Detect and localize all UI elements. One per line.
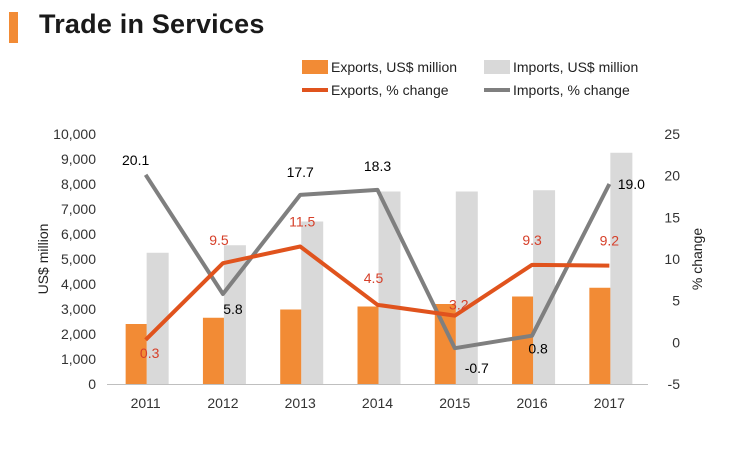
y-tick-label: 2,000: [61, 326, 96, 342]
x-tick-label: 2011: [131, 395, 161, 411]
page-title: Trade in Services: [39, 9, 265, 39]
y-tick-label: 4,000: [61, 276, 96, 292]
legend-label-0: Exports, US$ million: [331, 59, 457, 75]
y-axis-title: US$ million: [35, 224, 51, 295]
y-tick-label: 8,000: [61, 176, 96, 192]
y2-tick-label: -5: [668, 376, 681, 392]
imports-bar: [378, 191, 401, 384]
exports-bar: [202, 317, 224, 384]
imports-bar: [455, 191, 478, 384]
legend-label-2: Exports, % change: [331, 82, 449, 98]
imports-bar: [223, 245, 246, 384]
y-tick-label: 0: [88, 376, 96, 392]
y-tick-label: 3,000: [61, 301, 96, 317]
imports-bar: [610, 152, 633, 384]
y-tick-label: 6,000: [61, 226, 96, 242]
legend-label-1: Imports, US$ million: [513, 59, 638, 75]
exports-bar: [434, 304, 456, 384]
imports-bar: [146, 252, 169, 384]
exports-bar: [125, 324, 147, 384]
title-accent-bar: [9, 12, 18, 43]
y-tick-label: 9,000: [61, 151, 96, 167]
imports-change-label: 18.3: [364, 158, 391, 174]
x-tick-label: 2013: [285, 395, 316, 411]
legend-swatch-0: [302, 60, 328, 74]
exports-bar: [280, 309, 302, 384]
legend-swatch-1: [484, 60, 510, 74]
exports-change-label: 11.5: [289, 214, 315, 230]
x-tick-label: 2014: [362, 395, 393, 411]
y2-tick-label: 15: [664, 209, 680, 225]
x-tick-label: 2015: [439, 395, 470, 411]
imports-change-label: 5.8: [223, 301, 243, 317]
y2-tick-label: 10: [664, 251, 680, 267]
y-tick-label: 7,000: [61, 201, 96, 217]
y2-tick-label: 25: [664, 126, 680, 142]
y2-tick-label: 20: [664, 168, 680, 184]
y2-tick-label: 5: [672, 293, 680, 309]
x-tick-label: 2017: [594, 395, 625, 411]
x-tick-label: 2012: [207, 395, 238, 411]
imports-change-label: 20.1: [122, 152, 149, 168]
imports-change-label: 0.8: [528, 341, 548, 357]
exports-change-label: 0.3: [140, 345, 160, 361]
imports-bar: [533, 190, 556, 384]
y-tick-label: 10,000: [53, 126, 96, 142]
imports-change-label: 19.0: [618, 176, 645, 192]
legend-label-3: Imports, % change: [513, 82, 630, 98]
exports-change-label: 9.3: [522, 232, 542, 248]
exports-change-label: 9.5: [209, 232, 229, 248]
exports-bar: [512, 296, 534, 384]
exports-change-label: 4.5: [364, 270, 384, 286]
y2-tick-label: 0: [672, 334, 680, 350]
exports-bar: [357, 306, 379, 384]
y2-axis-title: % change: [689, 228, 705, 290]
exports-change-label: 9.2: [600, 233, 620, 249]
x-tick-label: 2016: [516, 395, 547, 411]
y-tick-label: 1,000: [61, 351, 96, 367]
imports-change-line: [143, 173, 612, 351]
y-tick-label: 5,000: [61, 251, 96, 267]
imports-bar: [301, 221, 324, 384]
exports-bar: [589, 287, 611, 384]
exports-change-line: [144, 244, 610, 342]
imports-change-label: 17.7: [287, 164, 314, 180]
exports-change-label: 3.2: [449, 297, 469, 313]
imports-change-label: -0.7: [465, 360, 489, 376]
